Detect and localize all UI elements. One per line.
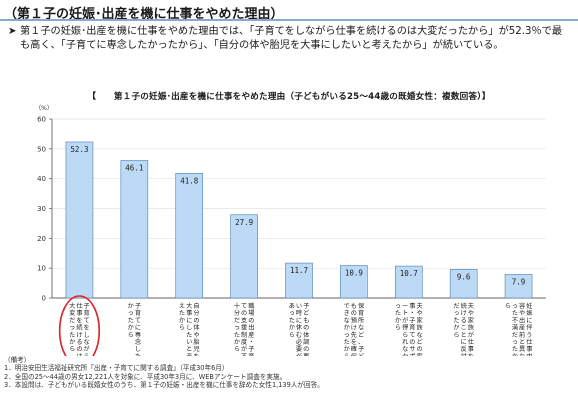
bar: [65, 141, 94, 299]
bar-value-label: 41.8: [180, 176, 199, 185]
bar: [175, 172, 204, 299]
bar-chart: （%） 0 10 20 30 40 50 60 52.3 子育てをしながら仕事を続けるのは大変だっ…: [35, 105, 546, 356]
bar: [230, 214, 258, 299]
category-label: 自分の体や胎児を大事にしたいと考えたから: [179, 302, 200, 356]
y-tick-label: 10: [37, 265, 46, 273]
note-line: 3．本設問は、子どもがいる既婚女性のうち、第１子の妊娠・出産を機に仕事を辞めた女…: [4, 381, 324, 390]
bar: [449, 269, 478, 299]
section-title: （第１子の妊娠･出産を機に仕事をやめた理由）: [4, 7, 284, 22]
notes-block: （備考） 1．明治安田生活福祉研究所「出産・子育てに関する調査」（平成30年6月…: [4, 356, 324, 390]
bullet-arrow-icon: ➤: [8, 26, 17, 37]
category-label: 子どもの体調の悪い時に休む必要があったから: [289, 303, 310, 356]
bar-value-label: 52.3: [70, 145, 88, 154]
y-tick-label: 20: [37, 235, 46, 243]
note-line: （備考）: [4, 356, 31, 364]
bar: [394, 265, 423, 299]
y-unit-label: （%）: [35, 105, 53, 112]
bar-value-label: 9.6: [457, 272, 471, 281]
bar: [285, 262, 313, 299]
bar-value-label: 27.9: [235, 218, 253, 227]
bar: [120, 160, 149, 299]
category-label: 保育所など、子どもの預け先を確保できなかったから: [344, 302, 365, 356]
bar-value-label: 7.9: [512, 277, 526, 286]
bar-value-label: 46.1: [125, 163, 143, 172]
category-label: 夫や家族などの家事・子育てのサポートが得られなかったから: [395, 302, 423, 356]
category-label: 妊娠に伴う仕事内容や出産前と異なった不満だったから: [505, 302, 533, 356]
chart-title: 【 第１子の妊娠･出産を機に仕事をやめた理由（子どもがいる25～44歳の既婚女性…: [87, 92, 491, 102]
section-divider: [0, 19, 578, 21]
category-label: 子育てをしながら仕事を続けるのは大変だったから: [69, 302, 90, 356]
y-tick-label: 60: [37, 116, 46, 124]
y-tick-label: 50: [37, 145, 46, 153]
bar-value-label: 11.7: [290, 266, 308, 275]
y-tick-label: 0: [42, 295, 46, 303]
bar-value-label: 10.7: [400, 269, 418, 278]
category-label: 子育てに専念したかったから: [128, 303, 141, 356]
bar-value-label: 10.9: [345, 268, 363, 277]
summary-text: 第１子の妊娠･出産を機に仕事をやめた理由では、「子育てをしながら仕事を続けるのは…: [20, 26, 563, 51]
y-tick-label: 30: [37, 205, 46, 213]
note-line: 1．明治安田生活福祉研究所「出産・子育てに関する調査」（平成30年6月）: [4, 364, 229, 373]
bar: [340, 265, 368, 299]
y-tick-label: 40: [37, 175, 46, 183]
category-label: 夫や家族が仕事を続けることに反対だったから: [453, 302, 474, 356]
summary-block: ➤ 第１子の妊娠･出産を機に仕事をやめた理由では、「子育てをしながら仕事を続ける…: [8, 25, 568, 52]
highlight-ellipse: [58, 295, 101, 356]
category-label: 職場の出産・子育ての支援制度が不十分だったから: [234, 302, 255, 356]
note-line: 2．全国の25～44歳の男女12,221人を対象に、平成30年3月に、WEBアン…: [4, 372, 287, 381]
bar: [504, 274, 533, 299]
